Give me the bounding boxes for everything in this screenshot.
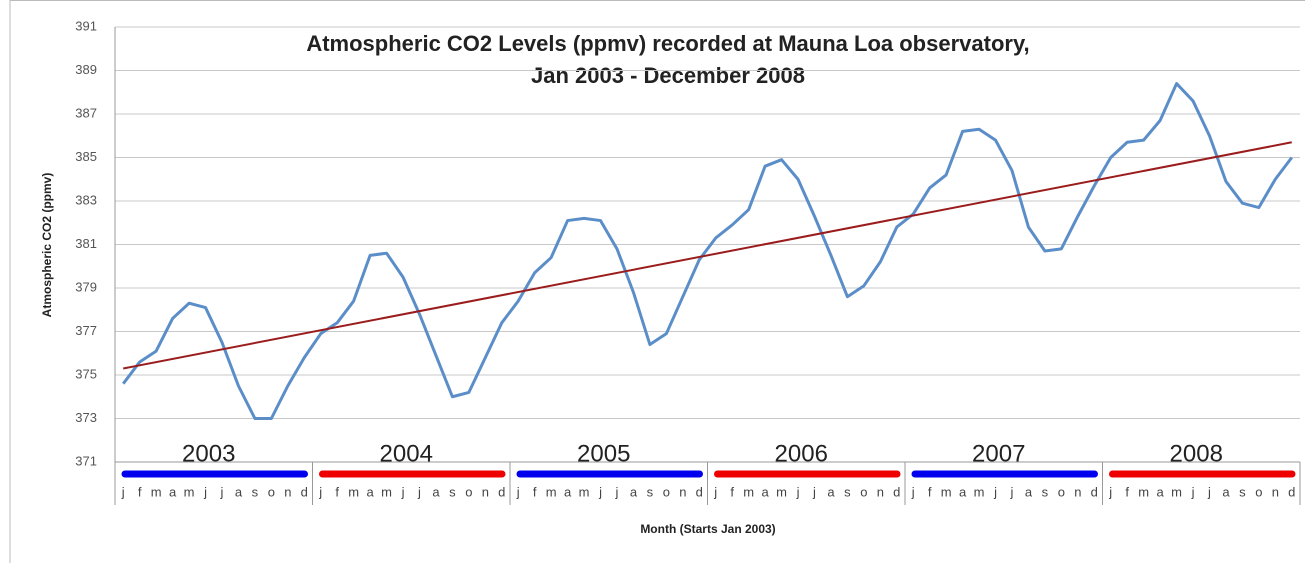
x-tick-label: n <box>1074 484 1081 499</box>
x-tick-label: a <box>630 484 638 499</box>
x-tick-label: s <box>1042 484 1049 499</box>
x-tick-label: m <box>579 484 590 499</box>
x-tick-label: j <box>417 484 421 499</box>
x-tick-label: m <box>1138 484 1149 499</box>
x-tick-label: s <box>647 484 654 499</box>
x-tick-label: s <box>449 484 456 499</box>
x-tick-label: j <box>516 484 520 499</box>
x-axis-label: Month (Starts Jan 2003) <box>640 522 775 536</box>
x-tick-label: d <box>301 484 308 499</box>
y-tick-label: 385 <box>75 149 97 164</box>
x-tick-label: j <box>318 484 322 499</box>
y-tick-label: 371 <box>75 453 97 468</box>
x-tick-label: j <box>598 484 602 499</box>
x-tick-label: d <box>498 484 505 499</box>
year-label: 2005 <box>577 440 630 467</box>
trend-line <box>123 141 1292 370</box>
year-label: 2003 <box>182 440 235 467</box>
y-axis-label: Atmospheric CO2 (ppmv) <box>40 173 54 318</box>
x-tick-label: a <box>1222 484 1230 499</box>
x-tick-label: f <box>533 484 537 499</box>
x-tick-label: a <box>761 484 769 499</box>
x-tick-label: f <box>138 484 142 499</box>
chart-subtitle: Jan 2003 - December 2008 <box>531 63 805 88</box>
x-tick-label: n <box>1272 484 1279 499</box>
x-tick-label: d <box>1091 484 1098 499</box>
x-tick-label: j <box>1010 484 1014 499</box>
x-tick-label: d <box>893 484 900 499</box>
x-tick-label: j <box>401 484 405 499</box>
x-tick-label: j <box>1191 484 1195 499</box>
x-tick-label: o <box>663 484 670 499</box>
x-tick-label: f <box>335 484 339 499</box>
x-tick-label: a <box>169 484 177 499</box>
chart-title: Atmospheric CO2 Levels (ppmv) recorded a… <box>306 31 1029 56</box>
year-label: 2008 <box>1170 440 1223 467</box>
x-tick-label: a <box>827 484 835 499</box>
x-tick-label: a <box>1156 484 1164 499</box>
x-tick-label: f <box>1125 484 1129 499</box>
x-tick-label: d <box>1288 484 1295 499</box>
x-tick-label: m <box>776 484 787 499</box>
y-tick-label: 381 <box>75 236 97 251</box>
year-label: 2004 <box>380 440 433 467</box>
y-tick-label: 377 <box>75 323 97 338</box>
x-tick-label: j <box>911 484 915 499</box>
x-tick-label: a <box>959 484 967 499</box>
y-tick-label: 389 <box>75 62 97 77</box>
x-tick-label: j <box>203 484 207 499</box>
x-tick-label: j <box>1108 484 1112 499</box>
x-tick-label: m <box>546 484 557 499</box>
x-tick-label: a <box>432 484 440 499</box>
x-tick-label: f <box>928 484 932 499</box>
x-tick-label: j <box>713 484 717 499</box>
x-tick-label: s <box>1239 484 1246 499</box>
x-tick-label: m <box>743 484 754 499</box>
x-tick-label: j <box>796 484 800 499</box>
x-tick-label: o <box>268 484 275 499</box>
x-tick-label: m <box>941 484 952 499</box>
x-tick-label: j <box>993 484 997 499</box>
y-tick-label: 383 <box>75 192 97 207</box>
x-tick-label: o <box>860 484 867 499</box>
y-tick-label: 373 <box>75 410 97 425</box>
x-tick-label: j <box>812 484 816 499</box>
x-tick-label: m <box>381 484 392 499</box>
y-tick-label: 387 <box>75 105 97 120</box>
x-tick-label: d <box>696 484 703 499</box>
x-tick-label: j <box>220 484 224 499</box>
x-tick-label: s <box>844 484 851 499</box>
x-tick-label: m <box>184 484 195 499</box>
x-tick-label: a <box>235 484 243 499</box>
x-tick-label: n <box>679 484 686 499</box>
x-tick-label: n <box>877 484 884 499</box>
x-tick-label: m <box>974 484 985 499</box>
x-tick-label: m <box>151 484 162 499</box>
year-label: 2007 <box>972 440 1025 467</box>
y-tick-label: 391 <box>75 18 97 33</box>
x-tick-label: s <box>252 484 259 499</box>
y-tick-label: 379 <box>75 279 97 294</box>
data-line <box>122 82 1293 420</box>
x-tick-label: j <box>121 484 125 499</box>
year-label: 2006 <box>775 440 828 467</box>
y-tick-label: 375 <box>75 366 97 381</box>
x-tick-label: a <box>564 484 572 499</box>
x-tick-label: n <box>482 484 489 499</box>
x-tick-label: o <box>465 484 472 499</box>
x-tick-label: o <box>1255 484 1262 499</box>
x-tick-label: n <box>284 484 291 499</box>
x-tick-label: a <box>366 484 374 499</box>
x-tick-label: j <box>615 484 619 499</box>
x-tick-label: a <box>1025 484 1033 499</box>
x-tick-label: m <box>348 484 359 499</box>
x-tick-label: j <box>1207 484 1211 499</box>
x-tick-label: o <box>1058 484 1065 499</box>
x-tick-label: m <box>1171 484 1182 499</box>
x-tick-label: f <box>730 484 734 499</box>
